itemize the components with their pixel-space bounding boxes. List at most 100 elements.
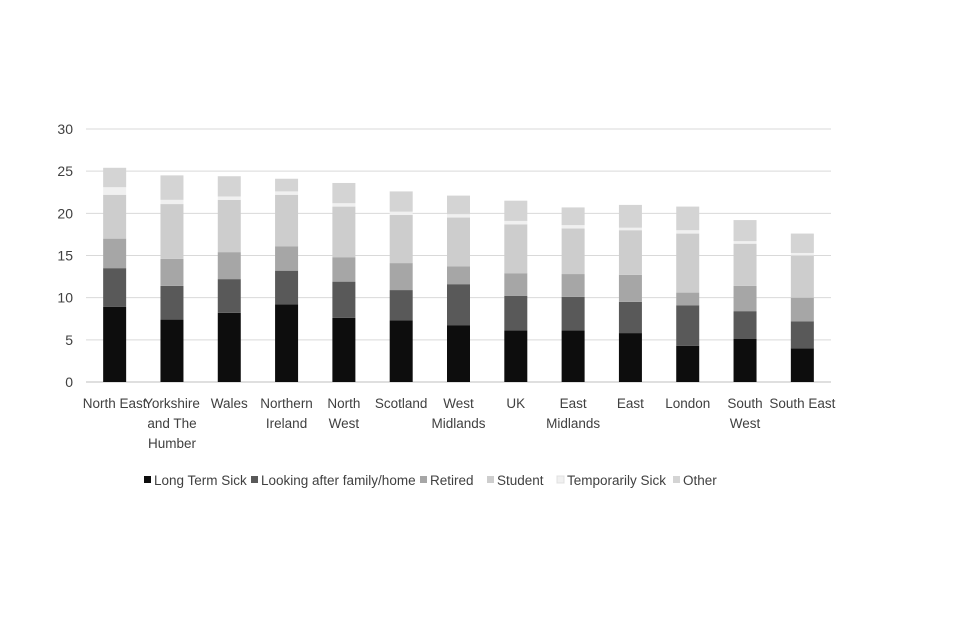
bar-segment bbox=[561, 225, 585, 229]
bar-segment bbox=[332, 206, 356, 258]
legend-label: Long Term Sick bbox=[154, 473, 247, 488]
bar-segment bbox=[447, 325, 470, 382]
legend-swatch bbox=[251, 476, 258, 483]
bar-segment bbox=[790, 252, 814, 256]
bar-segment bbox=[618, 333, 642, 382]
bar-segment bbox=[447, 284, 470, 326]
x-category-label: Northern bbox=[260, 396, 313, 411]
bar-segment bbox=[217, 279, 241, 313]
bar-segment bbox=[504, 224, 528, 274]
bar-segment bbox=[160, 258, 184, 286]
bar-segment bbox=[332, 182, 356, 204]
x-category-label: UK bbox=[506, 396, 525, 411]
x-category-label: Humber bbox=[148, 436, 197, 451]
y-tick-label: 15 bbox=[57, 248, 73, 264]
bar-segment bbox=[389, 191, 413, 212]
x-category-label: West bbox=[329, 416, 360, 431]
legend-label: Retired bbox=[430, 473, 474, 488]
bar-segment bbox=[275, 194, 299, 247]
bar-segment bbox=[275, 304, 299, 382]
bar-segment bbox=[618, 204, 642, 228]
x-category-label: North bbox=[327, 396, 360, 411]
bar-segment bbox=[447, 266, 470, 285]
bar-segment bbox=[618, 227, 642, 231]
bar-segment bbox=[332, 257, 356, 282]
bar-segment bbox=[103, 194, 127, 239]
legend-swatch bbox=[144, 476, 151, 483]
x-category-label: West bbox=[443, 396, 474, 411]
legend-swatch bbox=[420, 476, 427, 483]
x-category-label: and The bbox=[147, 416, 196, 431]
bar-segment bbox=[389, 320, 413, 382]
legend-label: Student bbox=[497, 473, 544, 488]
bar-segment bbox=[389, 263, 413, 291]
x-category-label: East bbox=[560, 396, 587, 411]
bar-segment bbox=[676, 345, 700, 382]
bar-segment bbox=[389, 215, 413, 264]
bar-segment bbox=[275, 191, 299, 195]
bar-segment bbox=[676, 233, 700, 293]
x-category-label: Wales bbox=[211, 396, 248, 411]
bar-segment bbox=[676, 305, 700, 346]
bar-segment bbox=[160, 319, 184, 382]
bar-segment bbox=[160, 204, 184, 259]
bar-segment bbox=[217, 312, 241, 382]
x-category-label: Midlands bbox=[546, 416, 600, 431]
bar-segment bbox=[447, 214, 470, 218]
y-axis-ticks: 0 5 10 15 20 25 30 bbox=[57, 121, 73, 390]
bar-segment bbox=[275, 270, 299, 305]
x-category-label: Scotland bbox=[375, 396, 428, 411]
bar-segment bbox=[504, 273, 528, 296]
bar-segment bbox=[504, 200, 528, 221]
bar-segment bbox=[504, 220, 528, 225]
bar-segment bbox=[733, 338, 757, 382]
bar-segment bbox=[103, 238, 127, 269]
bar-segment bbox=[790, 297, 814, 322]
x-category-label: South East bbox=[769, 396, 835, 411]
bar-segment bbox=[447, 195, 470, 215]
bar-segment bbox=[561, 274, 585, 297]
bar-segment bbox=[561, 228, 585, 275]
y-tick-label: 10 bbox=[57, 290, 73, 306]
bar-segment bbox=[504, 295, 528, 331]
legend: Long Term Sick Looking after family/home R… bbox=[144, 473, 717, 488]
bar-segment bbox=[217, 196, 241, 200]
bar-segment bbox=[733, 243, 757, 286]
x-category-label: East bbox=[617, 396, 644, 411]
bar-segment bbox=[733, 241, 757, 244]
bar-segment bbox=[389, 211, 413, 216]
legend-swatch bbox=[556, 475, 565, 484]
bar-segment bbox=[733, 285, 757, 312]
x-category-label: Ireland bbox=[266, 416, 307, 431]
x-category-label: Yorkshire bbox=[144, 396, 200, 411]
y-tick-label: 25 bbox=[57, 163, 73, 179]
bar-segment bbox=[160, 175, 184, 200]
bar-segment bbox=[332, 317, 356, 382]
bar-segment bbox=[332, 281, 356, 318]
bar-segment bbox=[676, 206, 700, 231]
bar-segment bbox=[389, 290, 413, 321]
bar-segment bbox=[733, 220, 757, 242]
bar-segment bbox=[332, 203, 356, 207]
x-category-label: London bbox=[665, 396, 710, 411]
bar-segment bbox=[160, 199, 184, 205]
bar-segment bbox=[676, 230, 700, 234]
bar-segment bbox=[275, 246, 299, 271]
bar-segment bbox=[504, 330, 528, 382]
bar-segment bbox=[447, 217, 470, 267]
bar-segment bbox=[618, 230, 642, 275]
bar-segment bbox=[217, 252, 241, 280]
bars bbox=[103, 167, 814, 382]
x-category-label: North East bbox=[83, 396, 147, 411]
legend-label: Looking after family/home bbox=[261, 473, 416, 488]
bar-segment bbox=[790, 321, 814, 349]
bar-segment bbox=[618, 301, 642, 334]
bar-segment bbox=[733, 311, 757, 339]
x-category-label: West bbox=[730, 416, 761, 431]
bar-segment bbox=[103, 268, 127, 307]
bar-segment bbox=[561, 330, 585, 382]
bar-segment bbox=[160, 285, 184, 320]
bar-segment bbox=[561, 296, 585, 331]
